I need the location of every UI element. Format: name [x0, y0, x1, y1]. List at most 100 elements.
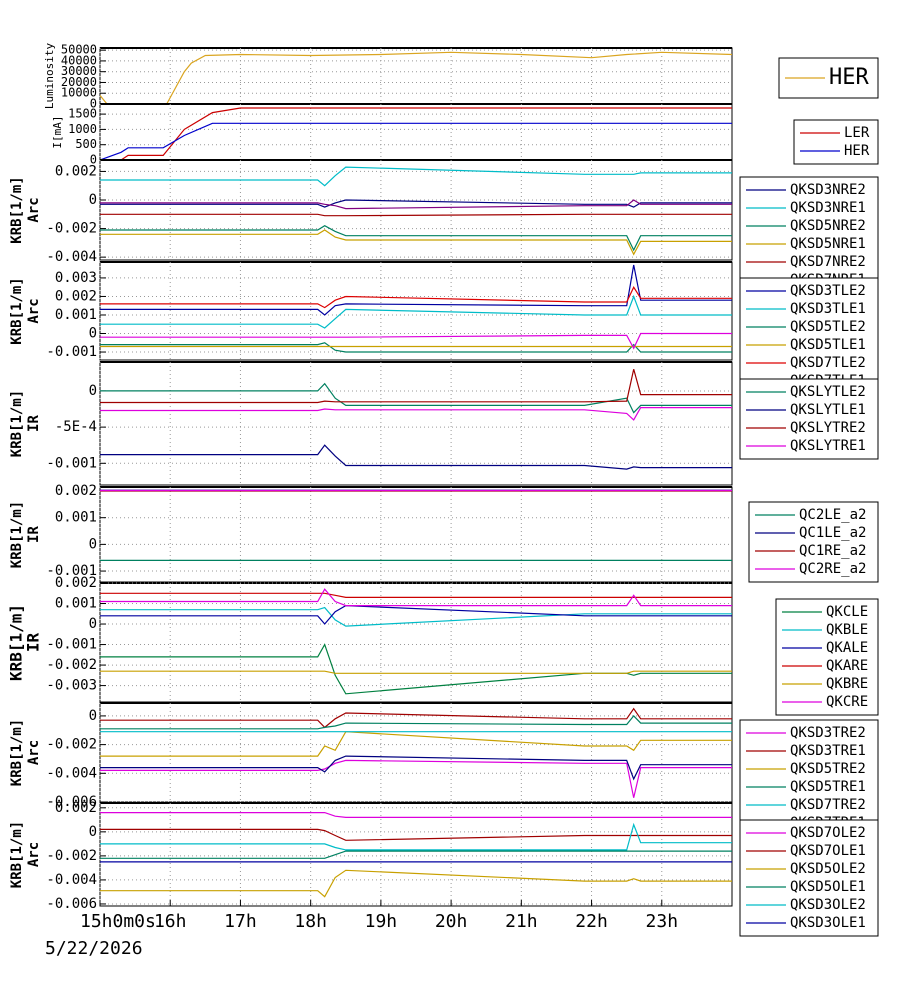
legend-label: QKSD3TLE2	[790, 283, 866, 299]
legend-label: QKSLYTLE2	[790, 384, 866, 400]
y-tick-label: -5E-4	[55, 419, 97, 435]
legend-box	[739, 719, 879, 837]
x-tick-label: 15h0m0s	[80, 911, 156, 932]
series-line	[100, 332, 732, 350]
y-tick-label: 0	[89, 616, 97, 632]
series-line	[100, 755, 732, 781]
series-line	[100, 444, 732, 470]
y-tick-label: 0.002	[55, 800, 97, 816]
series-line	[100, 606, 732, 627]
y-tick-label: 0	[89, 326, 97, 342]
y-axis-label: IR	[26, 415, 42, 432]
legend-box	[793, 119, 879, 165]
legend-label: QKSD3TLE1	[790, 301, 866, 317]
legend-label: QKALE	[826, 640, 868, 656]
x-tick-label: 20h	[435, 911, 468, 932]
y-tick-label: 40000	[61, 53, 97, 67]
y-tick-label: 0.001	[55, 596, 97, 612]
y-tick-label: -0.001	[46, 637, 97, 653]
series-line	[100, 604, 732, 625]
legend-label: QKSD3OLE1	[790, 915, 866, 931]
y-tick-label: -0.002	[46, 221, 97, 237]
y-axis-label: KRB[1/m]	[9, 277, 25, 344]
y-tick-label: 0	[89, 824, 97, 840]
legend-label: HER	[829, 65, 869, 90]
legend-label: QKSD3TRE1	[790, 743, 866, 759]
series-line	[100, 225, 732, 252]
panel-frame	[99, 103, 733, 161]
y-tick-label: -0.002	[46, 848, 97, 864]
series-line	[100, 382, 732, 414]
y-tick-label: -0.001	[46, 563, 97, 579]
series-line	[100, 707, 732, 729]
series-line	[100, 369, 732, 404]
series-line	[100, 714, 732, 730]
series-line	[100, 869, 732, 898]
y-tick-label: 0.001	[55, 307, 97, 323]
legend-label: QKSD3NRE1	[790, 200, 866, 216]
legend-label: QC2RE_a2	[799, 561, 866, 577]
legend-label: QKSD7NRE2	[790, 254, 866, 270]
y-tick-label: 10000	[61, 86, 97, 100]
y-tick-label: 1000	[68, 122, 97, 136]
legend-box	[739, 819, 879, 937]
x-tick-label: 21h	[505, 911, 538, 932]
legend-label: QC1LE_a2	[799, 525, 866, 541]
series-line	[100, 166, 732, 187]
legend-label: LER	[844, 125, 870, 141]
series-line	[100, 731, 732, 757]
series-line	[100, 51, 732, 104]
series-line	[100, 199, 732, 210]
series-line	[100, 107, 732, 160]
series-line	[100, 828, 732, 841]
legend-label: QC1RE_a2	[799, 543, 866, 559]
y-tick-label: -0.006	[46, 896, 97, 912]
series-line	[100, 592, 732, 598]
legend-label: QKSD7OLE1	[790, 843, 866, 859]
x-tick-label: 16h	[154, 911, 187, 932]
panel-frame	[99, 486, 733, 583]
legend-label: QKSD5NRE2	[790, 218, 866, 234]
legend-label: QKSD3OLE2	[790, 897, 866, 913]
y-tick-label: 20000	[61, 75, 97, 89]
series-line	[100, 122, 732, 160]
y-tick-label: 0.002	[55, 575, 97, 591]
y-tick-label: 0	[89, 192, 97, 208]
y-tick-label: 0.003	[55, 270, 97, 286]
legend-label: QKARE	[826, 658, 868, 674]
legend-label: QKSD5TRE2	[790, 761, 866, 777]
y-axis-label: IR	[24, 633, 43, 653]
legend-label: QKSD5TRE1	[790, 779, 866, 795]
legend-label: QKSD5TLE2	[790, 319, 866, 335]
legend-label: QKCRE	[826, 694, 868, 710]
y-axis-label: KRB[1/m]	[7, 604, 26, 681]
legend-label: QKSD3NRE2	[790, 182, 866, 198]
x-tick-label: 19h	[365, 911, 398, 932]
y-tick-label: -0.006	[46, 794, 97, 810]
y-axis-label: KRB[1/m]	[9, 176, 25, 243]
legend-label: QKSD7TLE2	[790, 355, 866, 371]
y-tick-label: 0	[90, 97, 97, 111]
y-tick-label: -0.004	[46, 872, 97, 888]
series-line	[100, 670, 732, 674]
legend-label: QKSD7TRE2	[790, 797, 866, 813]
legend-label: QKSD5OLE1	[790, 879, 866, 895]
legend-label: HER	[844, 143, 870, 159]
y-tick-label: 0	[89, 536, 97, 552]
y-tick-label: 0.001	[55, 510, 97, 526]
y-axis-label: I[mA]	[51, 115, 64, 148]
legend-label: QKSD7OLE2	[790, 825, 866, 841]
legend-label: QKCLE	[826, 604, 868, 620]
y-axis-label: Arc	[26, 842, 42, 867]
y-axis-label: Arc	[26, 197, 42, 222]
y-tick-label: 50000	[61, 43, 97, 57]
y-tick-label: 0	[89, 383, 97, 399]
legend-label: QKBLE	[826, 622, 868, 638]
x-axis-label: 5/22/2026	[45, 938, 143, 959]
y-tick-label: 0.002	[55, 483, 97, 499]
y-tick-label: -0.004	[46, 249, 97, 265]
series-line	[100, 812, 732, 818]
legend-label: QKSLYTLE1	[790, 402, 866, 418]
x-tick-label: 23h	[646, 911, 679, 932]
series-line	[100, 264, 732, 316]
